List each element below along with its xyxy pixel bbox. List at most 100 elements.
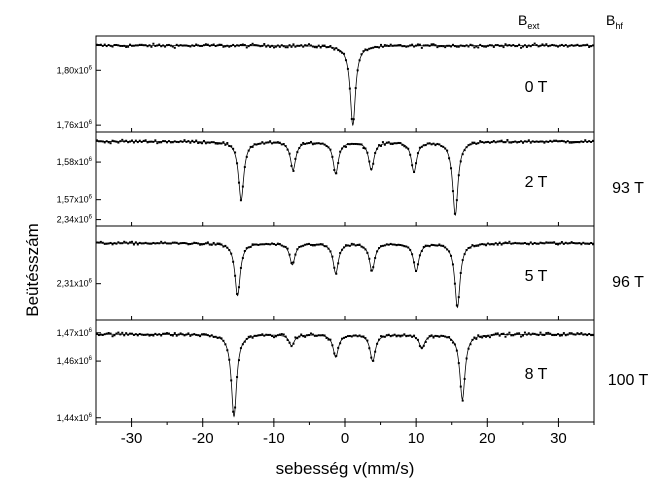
data-point xyxy=(107,332,110,335)
data-point xyxy=(195,333,198,336)
data-point xyxy=(140,140,143,143)
data-point xyxy=(383,44,386,47)
data-point xyxy=(395,44,398,47)
data-point xyxy=(401,143,404,146)
data-point xyxy=(592,44,595,47)
data-point xyxy=(352,334,355,337)
data-point xyxy=(228,144,231,147)
data-point xyxy=(473,245,476,248)
data-point xyxy=(543,242,546,245)
data-point xyxy=(477,334,480,337)
data-point xyxy=(370,47,373,50)
data-point xyxy=(362,147,365,149)
data-point xyxy=(282,333,285,336)
y-tick-label: 1,76x106 xyxy=(57,120,93,130)
data-point xyxy=(360,335,363,338)
data-point xyxy=(105,45,108,48)
data-point xyxy=(177,333,180,336)
data-point xyxy=(362,50,365,53)
data-point xyxy=(236,44,239,47)
data-point xyxy=(286,46,289,49)
data-point xyxy=(413,171,416,174)
data-point xyxy=(424,340,427,343)
data-point xyxy=(477,244,480,247)
data-point xyxy=(584,44,587,47)
x-axis-label: sebesség v(mm/s) xyxy=(276,459,415,478)
data-point xyxy=(438,243,441,246)
data-point xyxy=(389,335,392,338)
data-point xyxy=(103,242,106,245)
data-point xyxy=(547,331,550,334)
data-point xyxy=(518,140,521,143)
data-point xyxy=(543,141,546,144)
data-point xyxy=(269,140,272,143)
data-point xyxy=(557,140,560,143)
field-label-1: 2 T xyxy=(525,174,548,191)
data-point xyxy=(230,44,233,47)
data-point xyxy=(405,245,408,248)
data-point xyxy=(551,43,554,46)
data-point xyxy=(335,272,338,275)
data-point xyxy=(249,44,252,46)
data-point xyxy=(568,44,571,47)
data-point xyxy=(243,166,246,169)
data-point xyxy=(366,151,369,154)
data-point xyxy=(239,347,242,350)
data-point xyxy=(531,332,534,335)
data-point xyxy=(288,253,291,256)
data-point xyxy=(146,141,149,144)
data-point xyxy=(451,190,454,193)
data-point xyxy=(346,67,349,70)
data-point xyxy=(259,243,262,246)
data-point xyxy=(368,257,371,260)
data-point xyxy=(343,145,346,148)
data-point xyxy=(381,45,384,48)
data-point xyxy=(516,141,519,144)
data-point xyxy=(399,142,402,145)
data-point xyxy=(224,244,227,247)
data-point xyxy=(206,334,209,337)
data-point xyxy=(230,252,233,255)
data-point xyxy=(201,44,204,47)
data-point xyxy=(566,45,569,48)
data-point xyxy=(346,244,349,247)
data-point xyxy=(333,168,336,171)
data-point xyxy=(103,43,106,46)
data-point xyxy=(325,336,328,339)
data-point xyxy=(140,43,143,46)
data-point xyxy=(440,45,443,48)
data-point xyxy=(204,142,207,145)
data-point xyxy=(241,257,244,260)
data-point xyxy=(564,141,567,144)
data-point xyxy=(261,243,264,246)
data-point xyxy=(522,242,524,245)
data-point xyxy=(358,243,361,246)
data-point xyxy=(356,335,359,338)
data-point xyxy=(438,45,441,48)
data-point xyxy=(358,59,361,62)
data-point xyxy=(393,44,396,47)
data-point xyxy=(444,246,447,249)
data-point xyxy=(442,45,445,48)
data-point xyxy=(541,333,544,336)
data-point xyxy=(566,242,569,245)
data-point xyxy=(222,245,225,248)
data-point xyxy=(148,334,151,337)
data-point xyxy=(459,160,462,163)
data-point xyxy=(574,333,577,336)
data-point xyxy=(383,143,386,146)
data-point xyxy=(576,43,579,46)
data-point xyxy=(518,332,521,335)
data-point xyxy=(405,335,408,338)
data-point xyxy=(586,242,589,245)
data-point xyxy=(496,44,499,47)
data-point xyxy=(385,334,388,337)
data-point xyxy=(191,333,194,336)
data-point xyxy=(210,243,213,246)
data-point xyxy=(469,246,472,249)
data-point xyxy=(158,43,161,46)
data-point xyxy=(232,43,235,46)
data-point xyxy=(255,243,258,246)
data-point xyxy=(187,44,190,47)
